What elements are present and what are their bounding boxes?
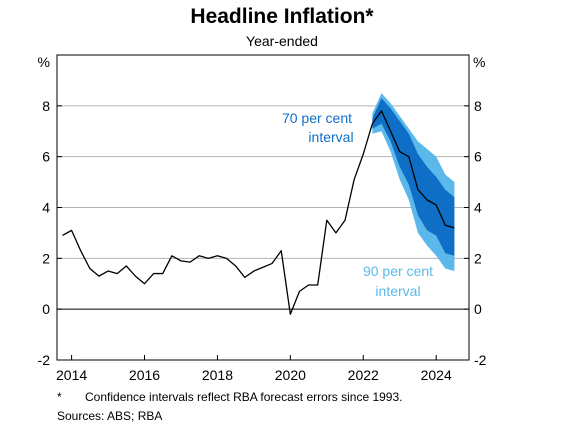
y-tick-label-right: -2 bbox=[474, 352, 487, 368]
x-tick-label: 2014 bbox=[56, 367, 87, 383]
x-tick-label: 2024 bbox=[421, 367, 452, 383]
y-tick-label-right: 8 bbox=[474, 98, 482, 114]
chart-subtitle: Year-ended bbox=[246, 33, 318, 49]
annotation-90-interval: 90 per cent interval bbox=[363, 263, 433, 299]
y-tick-label-right: 0 bbox=[474, 301, 482, 317]
y-tick-label-left: 4 bbox=[42, 200, 50, 216]
y-tick-label-left: 8 bbox=[42, 98, 50, 114]
grid-lines bbox=[57, 105, 469, 310]
y-tick-label-right: 6 bbox=[474, 149, 482, 165]
y-axis-unit-right: % bbox=[473, 54, 485, 70]
x-tick-label: 2020 bbox=[275, 367, 306, 383]
footnote: * Confidence intervals reflect RBA foreca… bbox=[57, 390, 402, 404]
y-tick-label-right: 2 bbox=[474, 250, 482, 266]
x-tick-label: 2016 bbox=[129, 367, 160, 383]
annotation-90-line1: 90 per cent bbox=[363, 263, 433, 279]
inflation-line bbox=[62, 110, 455, 315]
x-tick-label: 2022 bbox=[348, 367, 379, 383]
annotation-70-line2: interval bbox=[308, 129, 353, 145]
axis-ticks: -2 -2 0 0 2 2 4 4 6 6 8 8 2014 2016 2018 2020 2022 2024 bbox=[38, 98, 487, 383]
y-tick-label-left: -2 bbox=[38, 352, 51, 368]
annotation-90-line2: interval bbox=[375, 283, 420, 299]
y-tick-label-right: 4 bbox=[474, 200, 482, 216]
y-tick-label-left: 0 bbox=[42, 301, 50, 317]
source-note: Sources: ABS; RBA bbox=[57, 409, 163, 423]
y-axis-unit-left: % bbox=[38, 54, 50, 70]
annotation-70-interval: 70 per cent interval bbox=[282, 110, 354, 145]
chart-title: Headline Inflation* bbox=[190, 5, 374, 28]
footnote-text: Confidence intervals reflect RBA forecas… bbox=[85, 390, 403, 404]
y-tick-label-left: 2 bbox=[42, 250, 50, 266]
y-tick-label-left: 6 bbox=[42, 149, 50, 165]
x-tick-label: 2018 bbox=[202, 367, 233, 383]
footnote-mark: * bbox=[57, 390, 62, 404]
annotation-70-line1: 70 per cent bbox=[282, 110, 352, 126]
inflation-line-path bbox=[62, 110, 455, 315]
